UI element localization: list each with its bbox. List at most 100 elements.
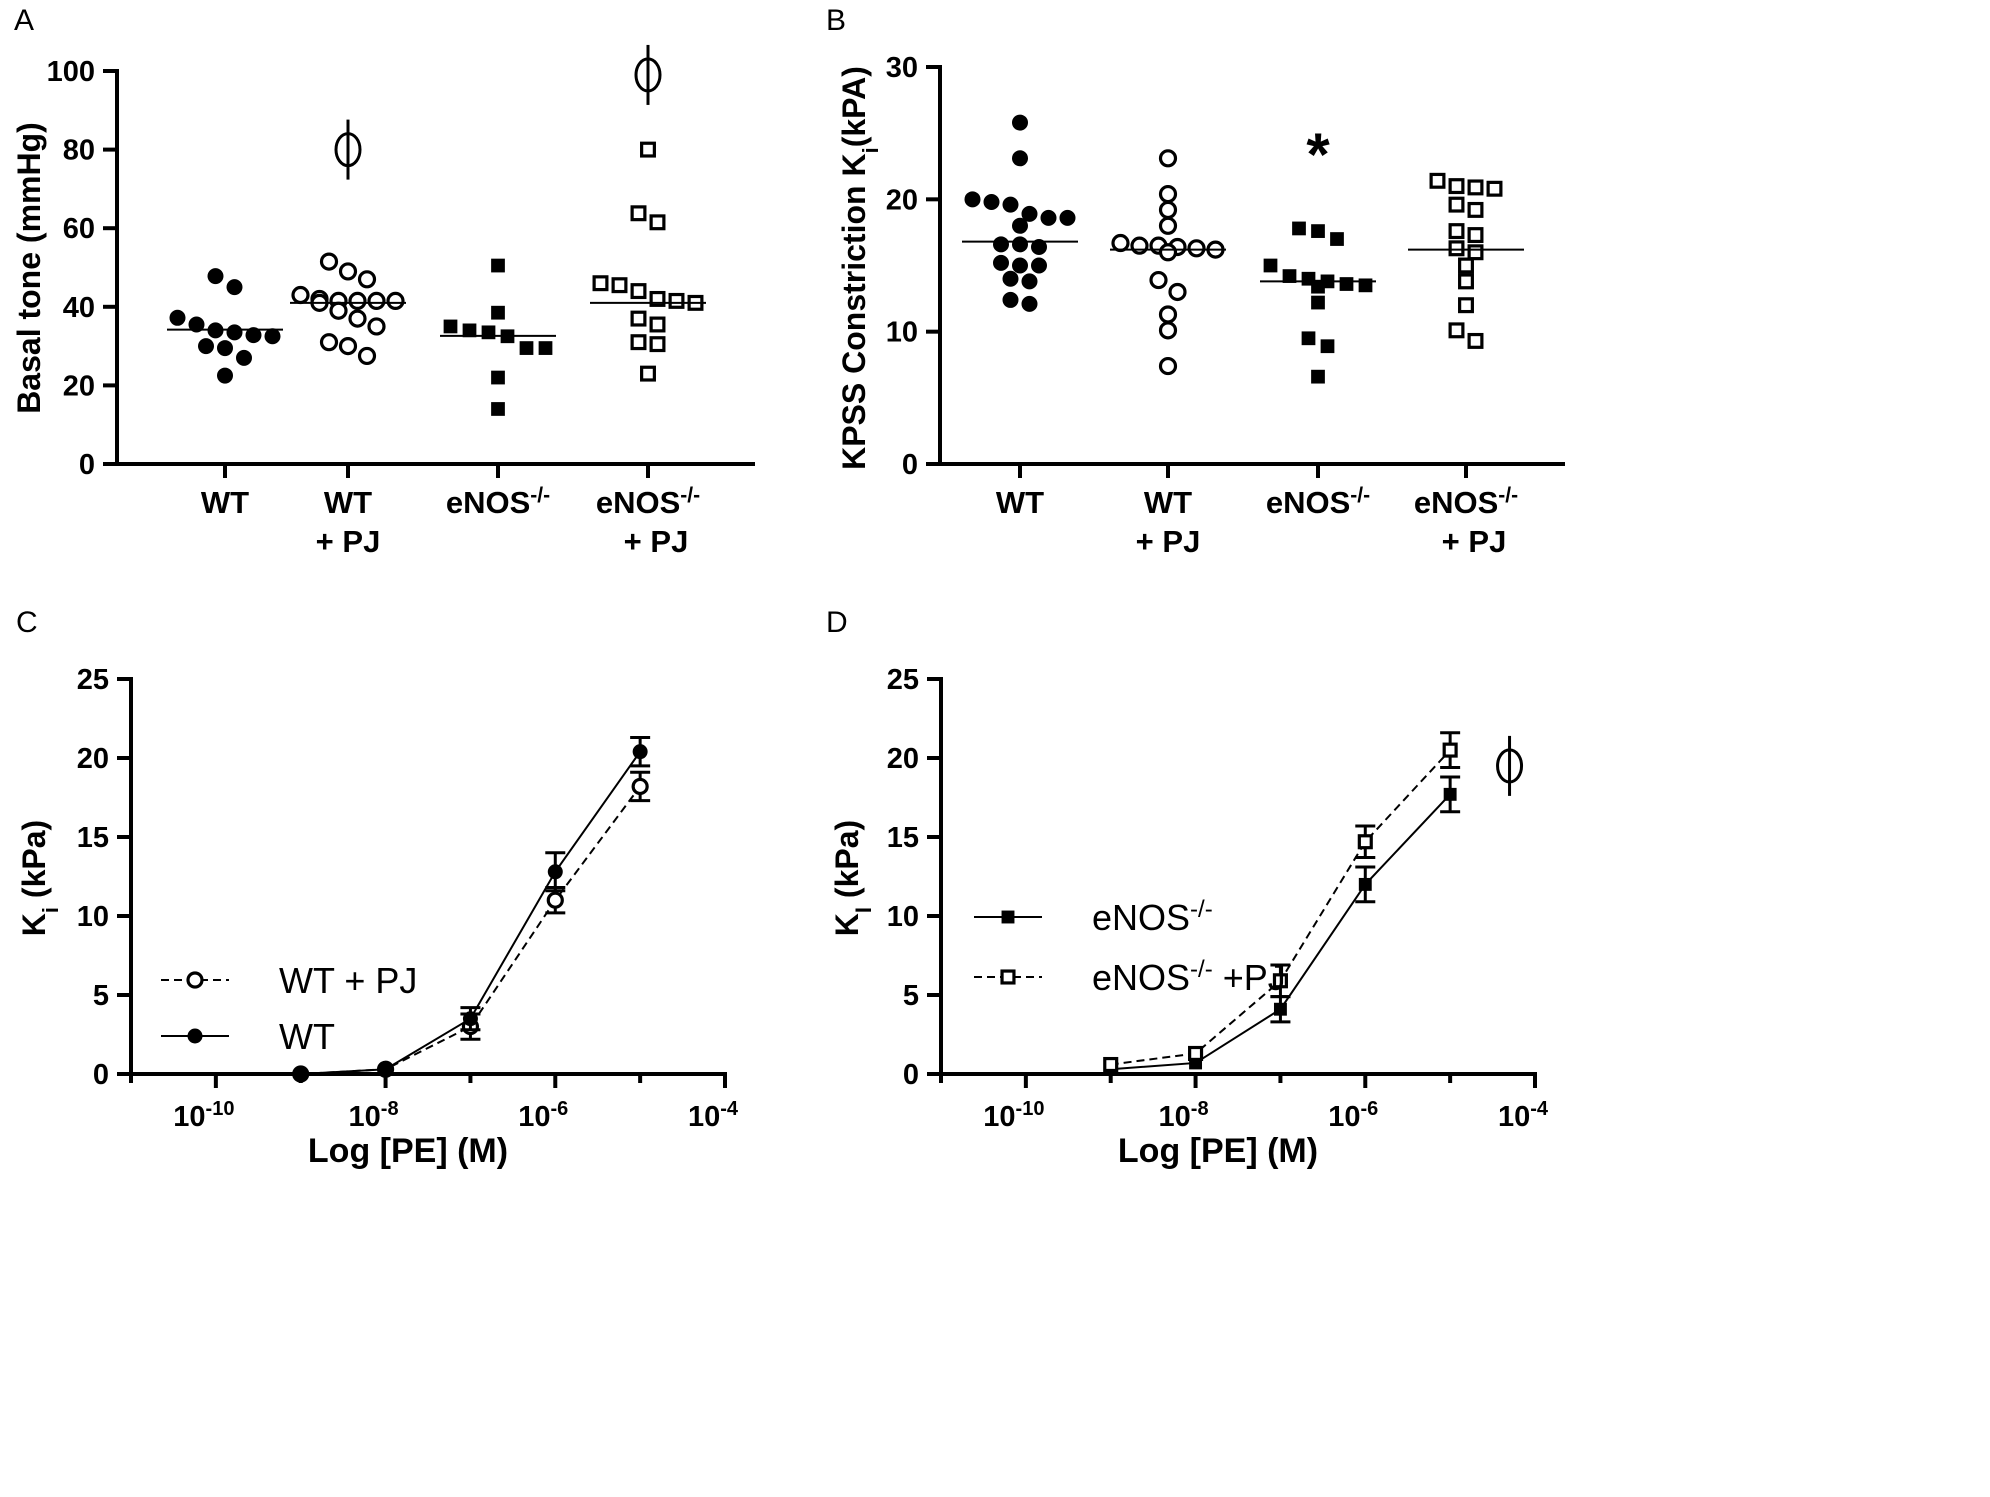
data-point xyxy=(1158,243,1178,262)
data-point xyxy=(338,337,358,356)
data-point xyxy=(367,291,386,311)
panel-D: D 0 5 10 15 20 25 KI (kPa) 10-10 10-8 10-6 10-4 Log … xyxy=(826,606,1549,1170)
legend-label: WT + PJ xyxy=(279,960,417,1001)
data-point xyxy=(217,367,233,384)
data-point xyxy=(1429,172,1446,189)
category-label: WT xyxy=(1144,485,1192,520)
data-point xyxy=(546,891,564,909)
data-point xyxy=(547,864,563,880)
data-point xyxy=(1168,282,1187,302)
y-tick-label: 30 xyxy=(886,52,918,84)
data-point xyxy=(1187,239,1206,258)
data-point xyxy=(1458,273,1474,290)
data-point xyxy=(1002,196,1019,213)
y-tick-label: 5 xyxy=(93,980,109,1012)
data-point xyxy=(1467,179,1484,196)
data-point xyxy=(519,341,534,355)
data-point xyxy=(1012,257,1028,274)
data-point xyxy=(1467,244,1484,261)
data-point xyxy=(1158,305,1178,324)
data-point xyxy=(1130,236,1149,255)
data-point xyxy=(329,301,348,320)
significance-phi xyxy=(634,44,662,105)
data-point xyxy=(1320,339,1335,354)
series-eNOS-/- xyxy=(1260,221,1376,384)
data-point xyxy=(491,258,505,273)
data-point xyxy=(1330,232,1344,246)
data-point xyxy=(1458,297,1474,314)
data-point xyxy=(1311,279,1325,294)
data-point xyxy=(1263,258,1278,273)
y-tick-label: 0 xyxy=(93,1059,109,1091)
data-point xyxy=(1031,257,1047,274)
data-point xyxy=(1158,149,1178,168)
data-point xyxy=(1486,180,1503,197)
data-point xyxy=(1031,238,1047,255)
y-tick-label: 15 xyxy=(887,822,919,854)
data-point xyxy=(538,341,553,355)
x-axis-label-D: Log [PE] (M) xyxy=(1118,1132,1318,1170)
data-point xyxy=(293,1066,309,1082)
data-point xyxy=(367,317,386,336)
data-point xyxy=(1158,356,1178,376)
data-point xyxy=(964,191,981,208)
y-tick-label: 20 xyxy=(886,184,918,216)
data-point xyxy=(1357,834,1373,850)
y-tick-label: 10 xyxy=(886,317,918,349)
y-tick-label: 25 xyxy=(887,664,919,696)
data-point xyxy=(1272,973,1288,989)
data-point xyxy=(1158,216,1178,235)
data-point xyxy=(386,291,405,311)
data-point xyxy=(291,285,310,305)
x-tick-label: 10-6 xyxy=(518,1098,568,1133)
y-tick-label: 10 xyxy=(77,901,109,933)
legend-marker xyxy=(1000,969,1016,985)
data-point xyxy=(1002,270,1019,287)
y-axis-label-C: Ki (kPa) xyxy=(16,820,63,936)
panel-letter-D: D xyxy=(826,606,848,639)
data-point xyxy=(1012,217,1028,234)
y-tick-label: 0 xyxy=(903,1059,919,1091)
y-axis-label-A: Basal tone (mmHg) xyxy=(11,122,47,414)
category-label: WT xyxy=(324,485,372,520)
data-point xyxy=(226,279,243,296)
data-point xyxy=(1012,150,1028,167)
data-point xyxy=(1012,114,1028,131)
data-point xyxy=(993,236,1009,253)
data-point xyxy=(462,323,477,338)
significance-phi xyxy=(334,119,362,180)
data-point xyxy=(1448,178,1465,195)
data-point xyxy=(1358,877,1372,891)
data-point xyxy=(357,346,377,366)
y-tick-label: 80 xyxy=(63,135,95,167)
category-label-line2: + PJ xyxy=(316,524,381,559)
significance-star: * xyxy=(1306,121,1330,188)
data-point xyxy=(338,262,358,281)
category-label: WT xyxy=(996,485,1044,520)
x-tick-label: 10-10 xyxy=(983,1098,1044,1133)
data-point xyxy=(169,309,186,326)
data-point xyxy=(198,338,214,355)
data-point xyxy=(1158,321,1178,340)
y-tick-label: 20 xyxy=(887,743,919,775)
x-tick-label: 10-8 xyxy=(349,1098,399,1133)
data-point xyxy=(207,268,224,285)
data-point xyxy=(491,305,505,320)
data-point xyxy=(1458,257,1474,274)
data-point xyxy=(1282,269,1297,283)
series-WT xyxy=(293,735,651,1082)
data-point xyxy=(491,402,505,416)
data-point xyxy=(378,1061,394,1077)
data-point xyxy=(236,349,252,366)
legend-marker xyxy=(1001,910,1015,924)
series-WT + PJ xyxy=(1110,149,1226,376)
category-label: eNOS-/- xyxy=(446,484,550,521)
significance-phi xyxy=(1496,735,1524,796)
y-tick-label: 20 xyxy=(77,743,109,775)
series-eNOS-/- + PJ xyxy=(590,141,706,382)
y-tick-label: 20 xyxy=(63,370,95,402)
data-point xyxy=(640,365,656,382)
data-point xyxy=(649,336,666,353)
